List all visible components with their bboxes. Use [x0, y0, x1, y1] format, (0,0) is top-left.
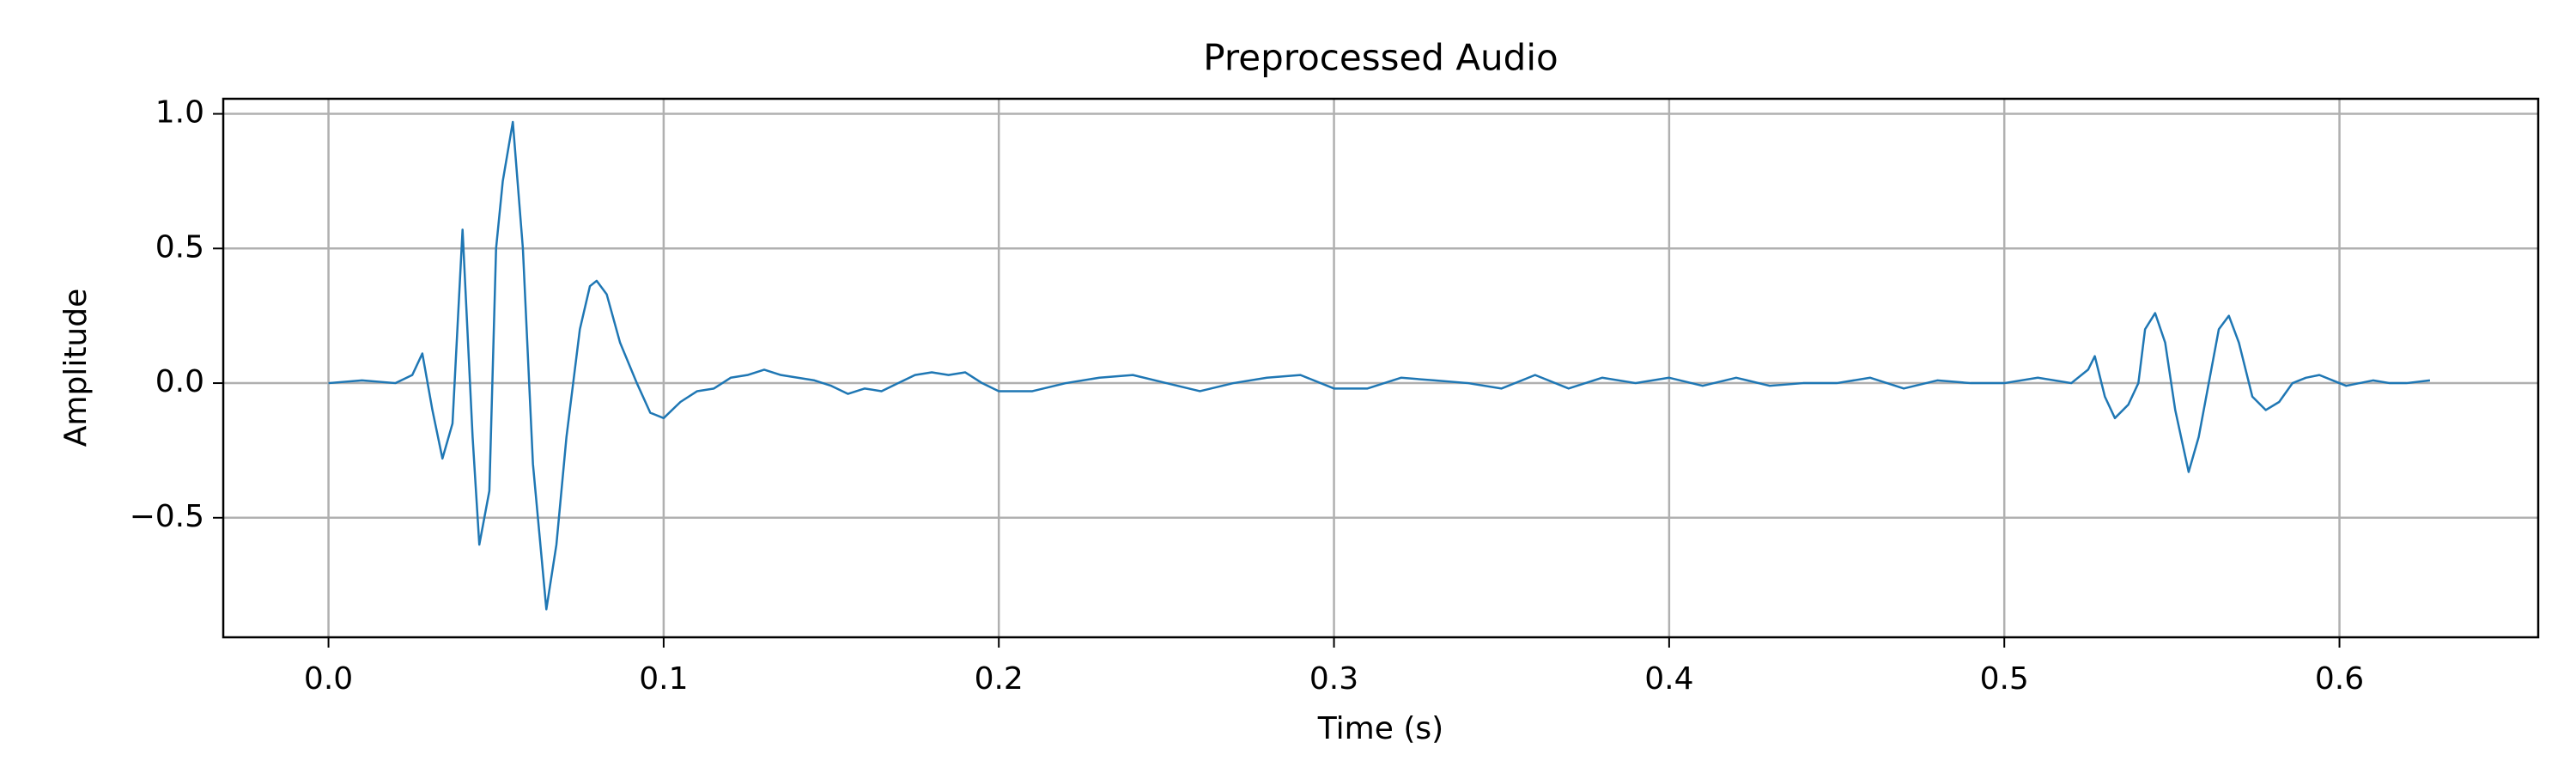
x-tick-label: 0.1	[639, 661, 688, 697]
x-tick-label: 0.6	[2315, 661, 2364, 697]
plot-frame	[222, 97, 2540, 639]
y-tick-label: 0.0	[155, 364, 204, 399]
x-tick-label: 0.0	[304, 661, 353, 697]
x-tick-label: 0.2	[975, 661, 1024, 697]
x-tick-label: 0.3	[1309, 661, 1358, 697]
x-tick-label: 0.5	[1980, 661, 2029, 697]
y-tick-label: 0.5	[155, 229, 204, 265]
y-tick-label: 1.0	[155, 95, 204, 131]
x-axis-label: Time (s)	[1317, 711, 1443, 746]
x-tick-label: 0.4	[1644, 661, 1693, 697]
waveform-line	[328, 120, 2431, 611]
y-axis-label: Amplitude	[58, 289, 94, 447]
y-tick-label: −0.5	[130, 499, 204, 534]
chart-title: Preprocessed Audio	[1203, 37, 1558, 79]
